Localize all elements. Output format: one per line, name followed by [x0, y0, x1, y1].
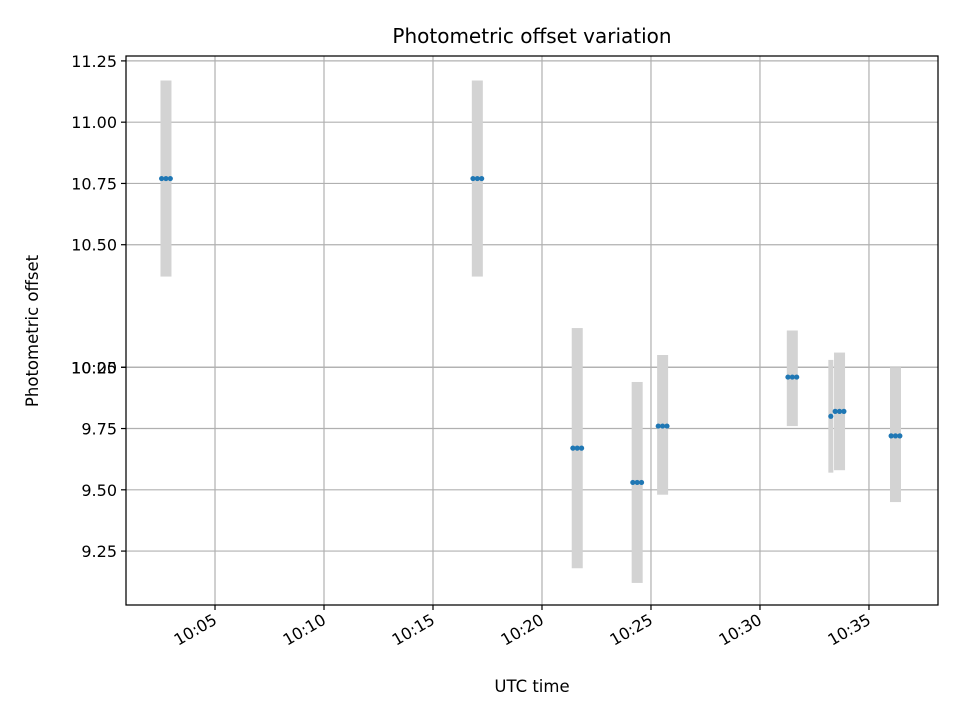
data-point	[578, 445, 585, 451]
data-point	[841, 408, 847, 414]
plot-area-frame	[125, 55, 939, 606]
y-tick-label: 9.50	[81, 481, 117, 500]
data-point	[836, 408, 843, 414]
data-point	[630, 479, 636, 486]
grid-lines	[126, 56, 938, 605]
y-axis-title: Photometric offset	[23, 254, 42, 407]
data-point	[660, 423, 666, 429]
data-point	[785, 374, 791, 380]
x-axis-title: UTC time	[494, 677, 569, 696]
data-point	[479, 175, 485, 182]
y-tick-label: 11.00	[71, 113, 117, 132]
data-points	[159, 175, 903, 486]
data-point	[794, 374, 800, 380]
data-point	[828, 413, 834, 419]
data-point	[570, 445, 576, 451]
data-point	[634, 479, 640, 486]
y-tick-label: 10.75	[71, 174, 117, 193]
y-tick-label: 9.75	[81, 420, 117, 439]
data-point	[897, 433, 903, 439]
data-point	[159, 175, 165, 182]
y-tick-label: 11.25	[71, 52, 117, 71]
data-point	[655, 423, 661, 429]
data-point	[832, 408, 838, 414]
data-point	[574, 445, 580, 451]
data-point	[888, 433, 894, 439]
data-point	[470, 175, 476, 182]
data-point	[789, 374, 795, 380]
data-point	[474, 175, 480, 182]
data-point	[163, 175, 169, 182]
y-tick-label: 10.50	[71, 236, 117, 255]
y-tick-label: 9.25	[81, 542, 117, 561]
data-point	[167, 175, 173, 182]
y-tick-label: 10:25	[71, 358, 117, 377]
data-point	[892, 433, 899, 439]
chart-title: Photometric offset variation	[392, 24, 671, 48]
y-tick-label: 10.00	[71, 358, 117, 377]
data-point	[638, 479, 645, 486]
data-point	[664, 423, 670, 429]
